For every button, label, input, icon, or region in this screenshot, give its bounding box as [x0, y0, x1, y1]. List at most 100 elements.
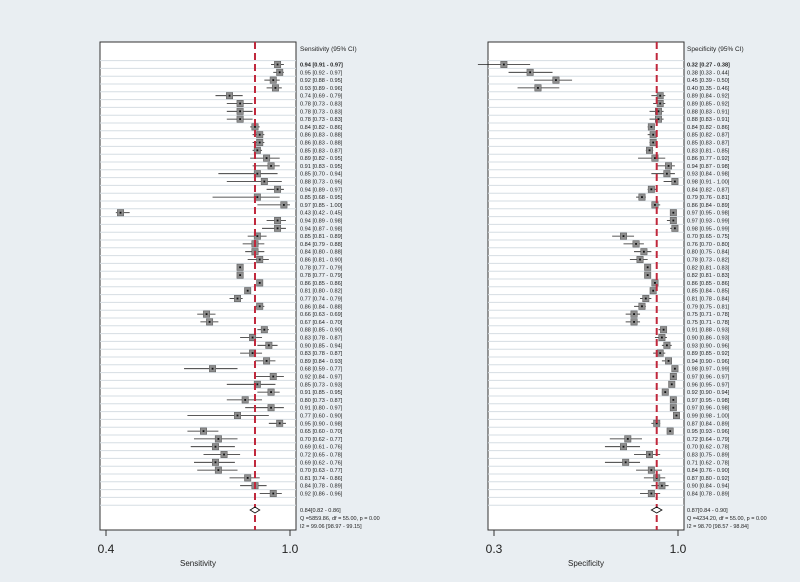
sensitivity-study-ci-label: 0.92 [0.84 - 0.97]: [300, 375, 343, 381]
sensitivity-study-ci-label: 0.91 [0.85 - 0.95]: [300, 390, 343, 396]
sensitivity-study-ci-label: 0.84 [0.80 - 0.88]: [300, 250, 343, 256]
sensitivity-study-ci-label: 0.88 [0.85 - 0.90]: [300, 328, 343, 334]
sensitivity-study-ci-label: 0.91 [0.83 - 0.95]: [300, 164, 343, 170]
specificity-x-tick-label: 0.3: [486, 542, 503, 556]
sensitivity-point-estimate: [239, 266, 242, 269]
sensitivity-study-ci-label: 0.86 [0.81 - 0.90]: [300, 258, 343, 264]
sensitivity-point-estimate: [254, 126, 256, 128]
sensitivity-point-estimate: [258, 282, 261, 284]
specificity-heterogeneity-q: Q =4234.20, df = 55.00, p = 0.00: [687, 516, 767, 522]
specificity-study-ci-label: 0.81 [0.78 - 0.84]: [687, 297, 730, 303]
sensitivity-study-ci-label: 0.95 [0.90 - 0.98]: [300, 421, 343, 427]
specificity-study-ci-label: 0.87 [0.80 - 0.92]: [687, 476, 730, 482]
specificity-point-estimate: [659, 94, 662, 97]
sensitivity-point-estimate: [278, 422, 281, 425]
sensitivity-point-estimate: [272, 79, 275, 81]
specificity-point-estimate: [652, 133, 655, 136]
sensitivity-point-estimate: [276, 63, 279, 66]
sensitivity-point-estimate: [263, 180, 266, 183]
specificity-point-estimate: [667, 165, 670, 167]
specificity-study-ci-label: 0.86 [0.77 - 0.92]: [687, 156, 730, 162]
specificity-study-ci-label: 0.91 [0.88 - 0.93]: [687, 328, 730, 334]
specificity-study-ci-label: 0.40 [0.35 - 0.46]: [687, 86, 730, 92]
specificity-column-header: Specificity (95% CI): [687, 46, 744, 53]
specificity-study-ci-label: 0.98 [0.97 - 0.99]: [687, 367, 730, 373]
specificity-point-estimate: [555, 79, 557, 81]
specificity-point-estimate: [622, 445, 625, 448]
sensitivity-study-ci-label: 0.84 [0.82 - 0.86]: [300, 125, 343, 131]
sensitivity-point-estimate: [256, 172, 259, 175]
sensitivity-point-estimate: [272, 492, 275, 495]
specificity-study-ci-label: 0.75 [0.71 - 0.78]: [687, 320, 730, 326]
specificity-study-ci-label: 0.97 [0.95 - 0.98]: [687, 211, 730, 217]
sensitivity-point-estimate: [251, 352, 254, 354]
sensitivity-point-estimate: [276, 227, 279, 230]
specificity-point-estimate: [659, 352, 662, 354]
specificity-point-estimate: [660, 484, 663, 487]
sensitivity-study-ci-label: 0.83 [0.78 - 0.87]: [300, 351, 343, 357]
specificity-x-axis-title: Specificity: [568, 559, 604, 568]
specificity-point-estimate: [674, 367, 676, 370]
specificity-point-estimate: [633, 321, 635, 323]
specificity-study-ci-label: 0.90 [0.86 - 0.93]: [687, 336, 730, 342]
sensitivity-point-estimate: [256, 149, 259, 152]
sensitivity-point-estimate: [239, 274, 242, 276]
specificity-study-ci-label: 0.89 [0.84 - 0.92]: [687, 94, 730, 100]
specificity-point-estimate: [664, 391, 667, 393]
specificity-study-ci-label: 0.97 [0.93 - 0.99]: [687, 219, 730, 225]
specificity-study-ci-label: 0.45 [0.39 - 0.50]: [687, 78, 730, 84]
specificity-study-ci-label: 0.85 [0.84 - 0.85]: [687, 289, 730, 295]
specificity-point-estimate: [672, 211, 675, 214]
sensitivity-study-ci-label: 0.70 [0.63 - 0.77]: [300, 468, 343, 474]
sensitivity-point-estimate: [270, 406, 272, 409]
sensitivity-point-estimate: [267, 344, 270, 347]
sensitivity-study-ci-label: 0.85 [0.68 - 0.95]: [300, 195, 343, 201]
sensitivity-point-estimate: [211, 367, 214, 370]
specificity-study-ci-label: 0.71 [0.62 - 0.78]: [687, 460, 730, 466]
specificity-study-ci-label: 0.75 [0.71 - 0.78]: [687, 312, 730, 318]
sensitivity-study-ci-label: 0.85 [0.73 - 0.93]: [300, 382, 343, 388]
specificity-point-estimate: [669, 430, 672, 432]
specificity-study-ci-label: 0.79 [0.76 - 0.81]: [687, 195, 730, 201]
specificity-pooled-label: 0.87[0.84 - 0.90]: [687, 508, 728, 514]
specificity-point-estimate: [624, 461, 627, 464]
sensitivity-point-estimate: [217, 469, 220, 471]
sensitivity-study-ci-label: 0.78 [0.73 - 0.83]: [300, 109, 343, 115]
specificity-point-estimate: [502, 63, 505, 66]
specificity-study-ci-label: 0.84 [0.76 - 0.90]: [687, 468, 730, 474]
specificity-point-estimate: [650, 188, 653, 191]
sensitivity-study-ci-label: 0.89 [0.82 - 0.95]: [300, 156, 343, 162]
sensitivity-study-ci-label: 0.81 [0.74 - 0.86]: [300, 476, 343, 482]
specificity-study-ci-label: 0.70 [0.62 - 0.78]: [687, 445, 730, 451]
sensitivity-study-ci-label: 0.89 [0.84 - 0.93]: [300, 359, 343, 365]
specificity-study-ci-label: 0.80 [0.75 - 0.84]: [687, 250, 730, 256]
specificity-heterogeneity-i2: I2 = 98.70 [98.57 - 98.84]: [687, 524, 749, 530]
sensitivity-study-ci-label: 0.86 [0.85 - 0.86]: [300, 281, 343, 287]
specificity-gridlines: [488, 60, 684, 506]
sensitivity-point-estimate: [217, 438, 220, 440]
sensitivity-study-ci-label: 0.66 [0.63 - 0.69]: [300, 312, 343, 318]
specificity-study-ci-label: 0.78 [0.73 - 0.82]: [687, 258, 730, 264]
specificity-study-ci-label: 0.82 [0.81 - 0.83]: [687, 265, 730, 271]
sensitivity-x-axis-title: Sensitivity: [180, 559, 216, 568]
specificity-point-estimate: [646, 266, 649, 269]
sensitivity-study-ci-label: 0.85 [0.83 - 0.87]: [300, 148, 343, 154]
specificity-study-ci-label: 0.96 [0.95 - 0.97]: [687, 382, 730, 388]
sensitivity-study-ci-label: 0.78 [0.77 - 0.79]: [300, 273, 343, 279]
sensitivity-point-estimate: [256, 235, 259, 237]
sensitivity-point-estimate: [202, 430, 205, 432]
specificity-study-ci-label: 0.95 [0.93 - 0.96]: [687, 429, 730, 435]
sensitivity-study-ci-label: 0.72 [0.65 - 0.78]: [300, 453, 343, 459]
sensitivity-study-ci-label: 0.92 [0.86 - 0.96]: [300, 492, 343, 498]
specificity-point-estimate: [666, 172, 668, 175]
sensitivity-point-estimate: [251, 336, 254, 339]
sensitivity-point-estimate: [263, 328, 266, 331]
sensitivity-study-ci-label: 0.94 [0.91 - 0.97]: [300, 63, 343, 69]
sensitivity-point-estimate: [272, 375, 275, 378]
sensitivity-point-estimate: [276, 219, 279, 222]
sensitivity-point-estimate: [256, 383, 259, 386]
sensitivity-study-ci-label: 0.85 [0.70 - 0.94]: [300, 172, 343, 178]
sensitivity-study-ci-label: 0.69 [0.61 - 0.76]: [300, 445, 343, 451]
sensitivity-point-estimate: [236, 414, 239, 417]
